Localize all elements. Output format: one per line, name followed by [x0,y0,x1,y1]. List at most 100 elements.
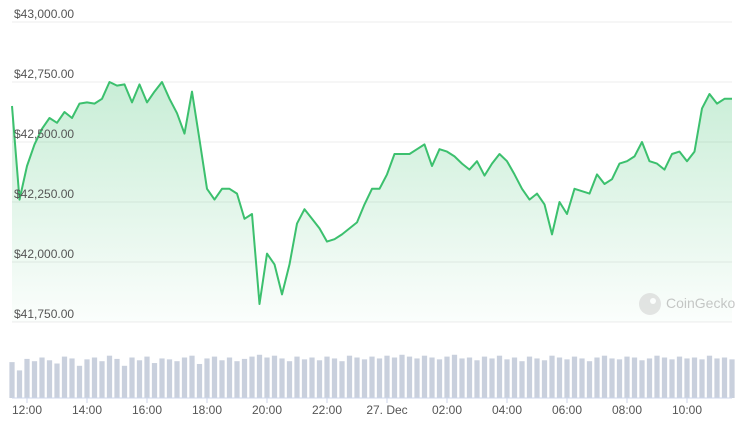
volume-bar [61,356,68,398]
volume-bar [459,358,465,398]
volume-bar [46,360,53,398]
volume-layer [9,354,735,403]
x-tick-label: 08:00 [612,403,642,417]
volume-bar [504,359,510,398]
volume-bar [534,358,540,398]
area [12,82,732,322]
volume-bar [264,357,270,398]
volume-bar [541,360,548,398]
volume-bar [654,355,660,398]
volume-bar [294,356,300,398]
volume-bar [256,354,263,398]
volume-bar [624,356,630,398]
volume-bar [39,357,45,398]
watermark: CoinGecko [639,293,735,315]
y-tick-label: $41,750.00 [14,307,74,321]
volume-bar [399,354,405,398]
volume-bar [76,365,83,398]
volume-bar [346,355,353,398]
volume-bar [204,358,210,398]
y-tick-label: $42,250.00 [14,187,74,201]
volume-bar [159,358,165,398]
x-tick-label: 16:00 [132,403,162,417]
volume-bar [639,360,645,398]
volume-bar [729,359,735,398]
volume-bar [676,356,683,398]
volume-bar [226,357,233,398]
volume-bar [241,358,248,398]
volume-bar [69,358,75,398]
volume-bar [526,356,533,398]
volume-bar [556,357,563,398]
volume-bar [9,362,15,398]
volume-bar [286,361,293,398]
volume-bar [444,356,450,398]
volume-bar [406,356,413,398]
volume-bar [631,357,638,398]
watermark-icon-eye [650,298,656,304]
volume-bar [721,357,728,398]
volume-bar [316,360,323,398]
volume-bar [84,359,90,398]
volume-bar [384,355,390,398]
labels: $41,750.00 $42,000.00 $42,250.00 $42,500.00… [12,7,702,417]
volume-bar [129,357,135,398]
volume-bar [31,361,38,398]
volume-bar [429,357,435,398]
volume-bar [706,355,713,398]
volume-bar [309,357,315,398]
volume-bar [136,360,143,398]
volume-bar [189,355,195,398]
volume-bar [519,361,525,398]
volume-bar [511,357,518,398]
watermark-text: CoinGecko [666,295,735,311]
volume-bar [211,356,218,398]
volume-bar [354,357,360,398]
volume-bar [586,361,593,398]
volume-bar [669,359,675,398]
volume-bar [391,357,398,398]
volume-bar [166,359,173,398]
volume-bar [234,361,240,398]
volume-bar [106,355,113,398]
x-tick-label: 04:00 [492,403,522,417]
volume-bar [571,356,578,398]
volume-bar [601,355,608,398]
volume-bar [144,356,150,398]
volume-bar [339,361,345,398]
x-tick-label: 10:00 [672,403,702,417]
volume-bar [249,356,255,398]
volume-bar [331,358,338,398]
volume-bar [646,358,653,398]
area-layer [11,81,732,322]
volume-bar [219,360,225,398]
volume-bar [609,358,615,398]
price-line [11,81,732,305]
volume-bar [661,357,668,398]
volume-bar [684,358,690,398]
x-tick-label: 18:00 [192,403,222,417]
volume-bar [114,358,120,398]
x-tick-label: 27. Dec [366,403,407,417]
x-tick-label: 02:00 [432,403,462,417]
volume-bar [301,359,308,398]
volume-bar [616,359,623,398]
volume-bar [361,359,368,398]
volume-bar [579,358,585,398]
volume-bar [451,354,458,398]
volume-bar [271,355,278,398]
volume-bar [474,360,480,398]
volume-bar [376,358,383,398]
x-tick-label: 06:00 [552,403,582,417]
y-tick-label: $42,750.00 [14,67,74,81]
volume-bar [564,359,570,398]
y-tick-label: $43,000.00 [14,7,74,21]
volume-bar [691,357,698,398]
volume-bar [324,356,330,398]
x-tick-label: 14:00 [72,403,102,417]
volume-bar [714,358,720,398]
volume-bar [436,359,443,398]
volume-bar [489,358,495,398]
volume-bar [54,363,60,398]
volume-bar [466,357,473,398]
